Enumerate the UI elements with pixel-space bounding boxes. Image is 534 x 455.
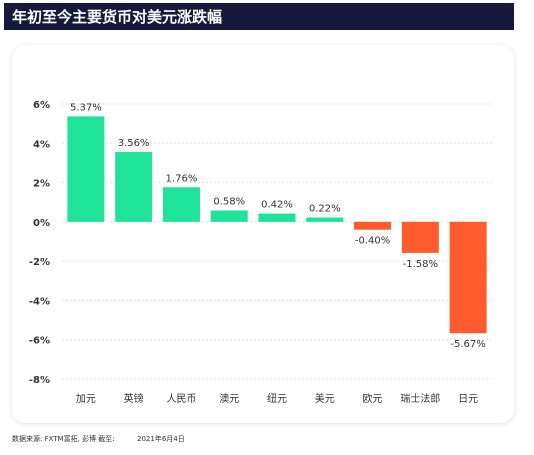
bar — [258, 213, 296, 222]
bar — [210, 210, 248, 222]
y-tick-label: 6% — [33, 100, 50, 111]
bar — [67, 116, 105, 222]
value-label: -0.40% — [355, 236, 390, 247]
x-tick-label: 纽元 — [267, 392, 287, 405]
date-note: 2021年6月4日 — [137, 434, 185, 443]
y-tick-label: -4% — [29, 296, 50, 307]
source-note: 数据来源: FXTM富拓, 彭博 截至: — [12, 434, 115, 443]
bar — [401, 221, 439, 253]
value-label: 1.76% — [166, 173, 198, 184]
value-label: -1.58% — [403, 259, 438, 270]
bar — [354, 221, 392, 230]
x-tick-label: 瑞士法郎 — [400, 392, 440, 405]
bar — [449, 221, 487, 334]
y-tick-label: -8% — [29, 375, 50, 386]
bar — [162, 187, 200, 222]
y-tick-label: 2% — [33, 179, 50, 190]
chart-title: 年初至今主要货币对美元涨跌幅 — [12, 8, 222, 26]
title-bar — [4, 3, 514, 30]
value-label: 0.42% — [261, 200, 293, 211]
x-tick-label: 加元 — [76, 393, 96, 405]
value-label: 3.56% — [118, 138, 150, 149]
value-label: -5.67% — [450, 339, 485, 350]
bar — [115, 151, 153, 222]
bar — [306, 217, 344, 222]
x-tick-label: 日元 — [458, 394, 478, 405]
y-tick-label: 4% — [33, 139, 50, 150]
x-tick-label: 人民币 — [166, 393, 196, 405]
x-tick-label: 美元 — [315, 392, 335, 405]
y-tick-label: -2% — [29, 257, 50, 268]
value-label: 0.58% — [213, 196, 245, 207]
value-label: 0.22% — [309, 204, 341, 215]
y-tick-label: -6% — [29, 336, 50, 347]
chart-card — [12, 45, 514, 423]
x-tick-label: 澳元 — [219, 392, 239, 405]
x-tick-label: 欧元 — [363, 393, 383, 405]
x-tick-label: 英镑 — [124, 392, 144, 405]
value-label: 5.37% — [70, 102, 102, 113]
y-tick-label: 0% — [33, 218, 50, 229]
